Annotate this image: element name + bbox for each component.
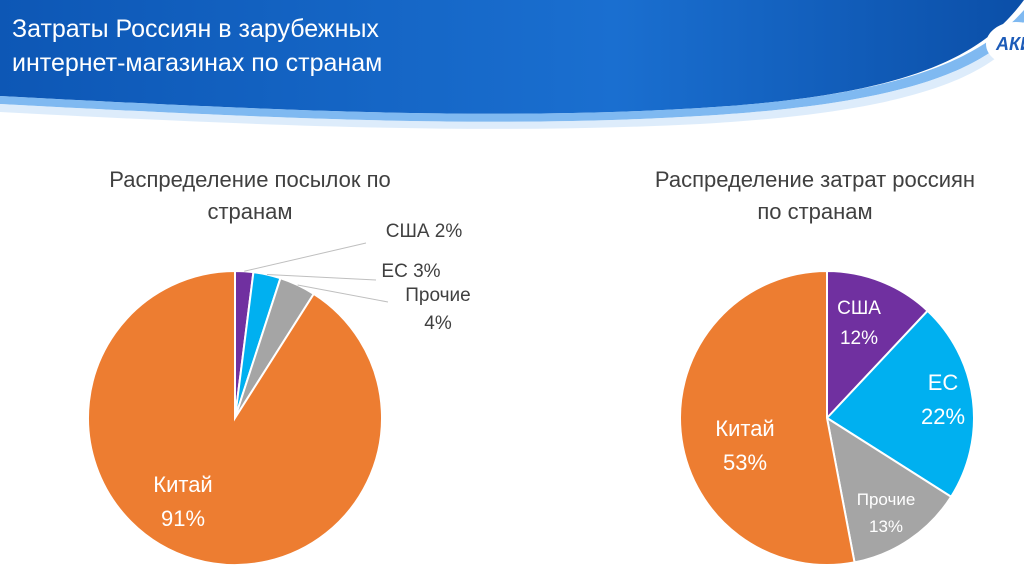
left-pie-label-china-value: 91% — [161, 506, 205, 531]
slide-title-line-2: интернет-магазинах по странам — [12, 49, 383, 77]
right-pie-label-china-name: Китай — [715, 416, 774, 441]
header-banner — [0, 0, 1024, 129]
chart-left-title-line-1: Распределение посылок по — [109, 167, 391, 192]
header-background — [0, 0, 1024, 114]
left-pie-label-usa: США 2% — [386, 221, 463, 242]
right-pie-label-eu-value: 22% — [921, 404, 965, 429]
left-pie-leader-Прочие — [297, 284, 389, 303]
logo-text: АКИТ — [996, 34, 1024, 54]
left-pie-slice-Китай — [87, 269, 383, 566]
right-pie-slice-ЕС — [825, 309, 975, 499]
left-pie-label-eu: ЕС 3% — [381, 261, 440, 282]
right-pie-slice-США — [826, 269, 930, 421]
left-pie-label-china-name: Китай — [153, 472, 212, 497]
chart-right-title-line-1: Распределение затрат россиян — [654, 167, 976, 192]
left-pie-leader-ЕС — [267, 274, 377, 281]
slide-title-line-1: Затраты Россиян в зарубежных — [12, 15, 379, 43]
left-pie-leader-США — [244, 242, 367, 272]
right-pie-label-other-value: 13% — [869, 517, 903, 536]
chart-right-title: Распределение затрат россиян по странам — [610, 164, 1020, 228]
left-pie-label-other-name: Прочие — [405, 285, 470, 306]
right-pie-label-usa-value: 12% — [840, 328, 878, 349]
chart-right-title-line-2: по странам — [757, 199, 873, 224]
chart-left-title-line-2: странам — [207, 199, 293, 224]
right-pie-slice-Китай — [679, 269, 856, 566]
right-pie-label-other-name: Прочие — [857, 490, 916, 509]
right-pie-label-eu-name: ЕС — [928, 370, 959, 395]
right-pie-label-usa-name: США — [837, 298, 881, 319]
right-pie-slice-Прочие — [825, 415, 953, 564]
left-pie-label-other-value: 4% — [424, 313, 452, 334]
right-pie-label-china-value: 53% — [723, 450, 767, 475]
chart-left-title: Распределение посылок по странам — [60, 164, 440, 228]
slide-title: Затраты Россиян в зарубежных интернет-ма… — [12, 12, 572, 80]
